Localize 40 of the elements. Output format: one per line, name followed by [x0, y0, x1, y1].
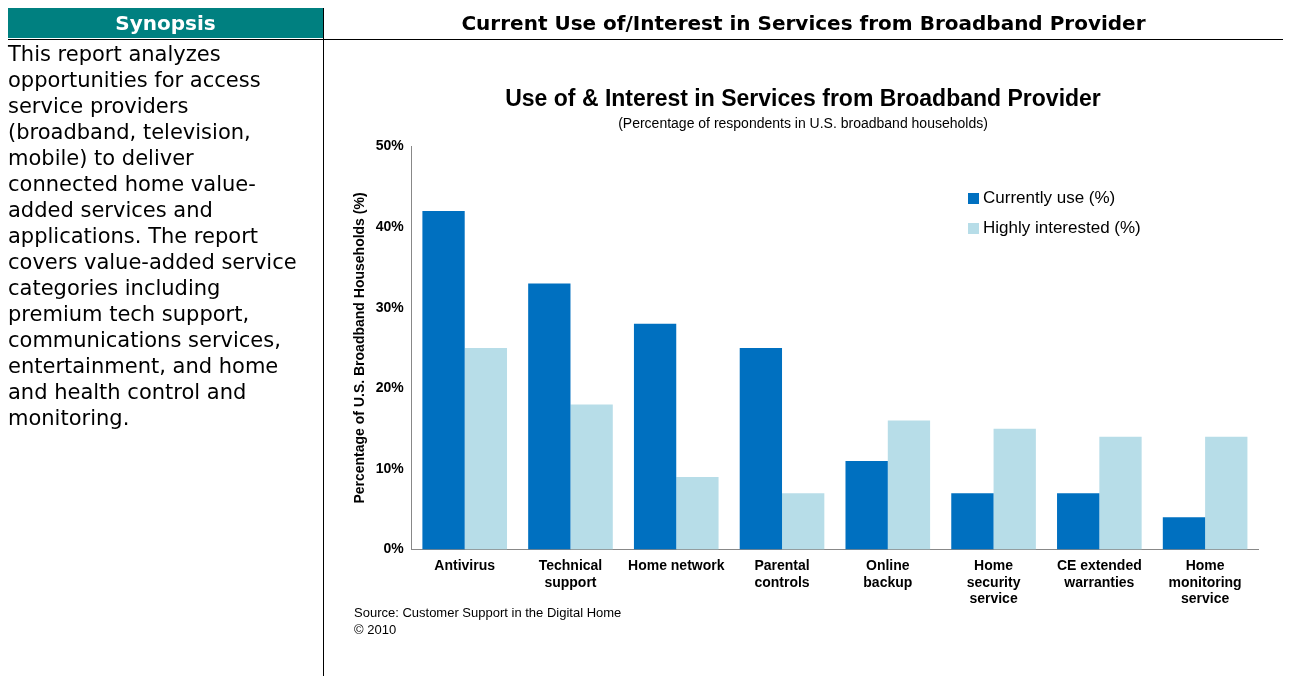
- x-tick-label: Home network: [628, 556, 725, 573]
- y-tick-label: 10%: [375, 459, 405, 476]
- bar: [1205, 436, 1248, 550]
- text: Current Use of/Interest in Services from Broadband Provider: [460, 10, 1147, 37]
- text: © 2010: [354, 621, 398, 638]
- bar: [845, 460, 888, 550]
- chart-title: Use of & Interest in Services from Broadband Provider: [505, 85, 1101, 112]
- y-tick-label: 20%: [375, 379, 405, 396]
- bar: [1162, 517, 1206, 550]
- bar: [887, 420, 931, 550]
- text: Synopsis: [8, 8, 323, 38]
- bar: [993, 428, 1036, 550]
- bar: [951, 493, 994, 550]
- y-tick-label: 50%: [375, 137, 405, 154]
- x-tick-label: Parental controls: [754, 556, 810, 590]
- x-tick-label: Antivirus: [434, 556, 496, 573]
- bar: [676, 477, 719, 550]
- legend-label: Highly interested (%): [983, 217, 1141, 239]
- x-tick-label: Technical support: [538, 556, 603, 590]
- x-tick-label: Home monitoring service: [1168, 556, 1242, 607]
- bar: [464, 348, 508, 550]
- bar: [422, 210, 465, 550]
- y-axis-title: Percentage of U.S. Broadband Households (%): [351, 192, 368, 504]
- bar: [1057, 493, 1100, 550]
- source-note: Source: Customer Support in the Digital Home: [354, 604, 622, 621]
- bar: [1099, 436, 1142, 550]
- bar: [633, 323, 677, 550]
- y-tick-label: 0%: [383, 540, 405, 557]
- x-tick-label: Online backup: [863, 556, 913, 590]
- text: This report analyzes opportunities for access service providers (broadband, television, mobile) to deliver connected home value-added services and applications. The report covers value-added service categories including premium tech support, communications services, entertainment, and home and health control and monitoring.: [8, 42, 297, 430]
- y-tick-label: 30%: [375, 298, 405, 315]
- bar: [782, 493, 825, 550]
- x-tick-label: Home security service: [966, 556, 1021, 607]
- legend-label: Currently use (%): [983, 187, 1116, 209]
- y-tick-label: 40%: [375, 217, 405, 234]
- bar: [528, 283, 571, 550]
- chart-subtitle: (Percentage of respondents in U.S. broadband households): [618, 114, 988, 131]
- bar: [739, 348, 783, 550]
- bar: [570, 404, 613, 550]
- x-tick-label: CE extended warranties: [1056, 556, 1142, 590]
